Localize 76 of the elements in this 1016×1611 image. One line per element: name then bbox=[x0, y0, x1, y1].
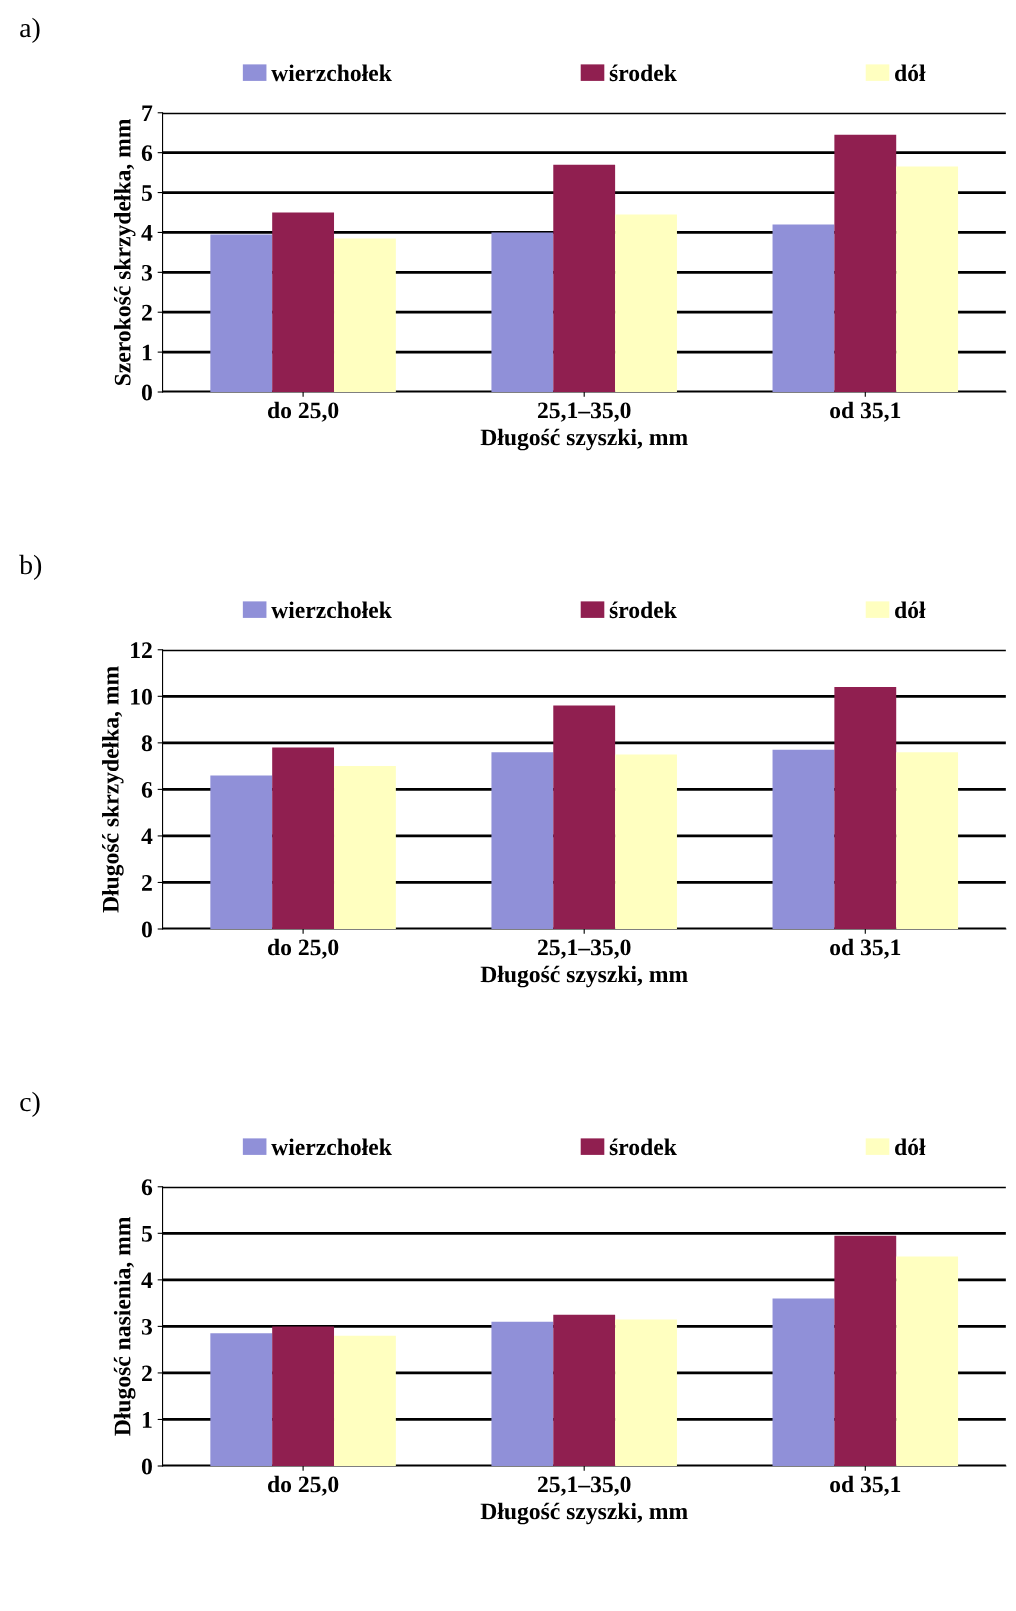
bar bbox=[491, 752, 554, 930]
legend-label: wierzchołek bbox=[271, 601, 392, 619]
y-tick-label: 1 bbox=[142, 344, 152, 361]
bar bbox=[553, 164, 616, 393]
legend-label: wierzchołek bbox=[271, 64, 392, 82]
x-tick-label: od 35,1 bbox=[830, 1475, 901, 1496]
x-tick-label: od 35,1 bbox=[830, 401, 901, 422]
y-tick-label: 6 bbox=[141, 1179, 153, 1196]
bar bbox=[553, 1314, 616, 1467]
y-tick-label: 4 bbox=[141, 828, 153, 845]
x-tick-label: 25,1–35,0 bbox=[537, 939, 631, 959]
bar bbox=[553, 705, 616, 930]
y-tick-label: 10 bbox=[131, 688, 152, 705]
y-tick-label: 5 bbox=[141, 185, 152, 201]
y-tick-label: 2 bbox=[142, 1365, 152, 1382]
x-tick-label: 25,1–35,0 bbox=[537, 402, 631, 422]
bar bbox=[772, 749, 835, 930]
y-tick-label: 5 bbox=[141, 1226, 152, 1242]
y-axis-title: Długość skrzydełka, mm bbox=[102, 666, 124, 913]
chart-title: a) bbox=[20, 17, 40, 43]
y-tick-label: 0 bbox=[141, 384, 152, 401]
y-tick-label: 0 bbox=[141, 921, 152, 938]
chart-title: c) bbox=[20, 1091, 40, 1117]
y-tick-label: 3 bbox=[141, 1318, 153, 1335]
legend-label: środek bbox=[609, 601, 677, 619]
y-tick-label: 3 bbox=[141, 264, 153, 281]
bar bbox=[272, 747, 335, 930]
x-tick-label: 25,1–35,0 bbox=[537, 1476, 631, 1496]
legend-label: dół bbox=[895, 1138, 926, 1156]
bar bbox=[272, 212, 335, 393]
bar bbox=[896, 1256, 959, 1467]
y-tick-label: 7 bbox=[142, 105, 153, 121]
bar bbox=[896, 166, 959, 393]
x-axis-title: Długość szyszki, mm bbox=[480, 1502, 688, 1525]
bar bbox=[772, 224, 835, 393]
y-tick-label: 1 bbox=[142, 1412, 152, 1428]
bar bbox=[210, 775, 273, 930]
x-tick-label: do 25,0 bbox=[267, 1475, 339, 1496]
x-axis-title: Długość szyszki, mm bbox=[480, 428, 688, 451]
x-tick-label: od 35,1 bbox=[830, 938, 901, 959]
bar bbox=[896, 752, 959, 930]
y-tick-label: 6 bbox=[141, 145, 153, 162]
bar bbox=[615, 1319, 677, 1467]
y-axis-title: Długość nasienia, mm bbox=[113, 1216, 136, 1436]
chart-title: b) bbox=[19, 554, 42, 580]
x-tick-label: do 25,0 bbox=[267, 938, 339, 959]
bar bbox=[834, 134, 897, 393]
bar bbox=[491, 1321, 554, 1467]
y-tick-label: 12 bbox=[131, 642, 152, 658]
x-tick-label: do 25,0 bbox=[267, 401, 339, 422]
bar bbox=[334, 1335, 396, 1467]
bar bbox=[615, 214, 677, 393]
y-tick-label: 0 bbox=[141, 1458, 152, 1475]
legend-label: dół bbox=[895, 601, 926, 619]
bar bbox=[272, 1326, 335, 1467]
x-axis-title: Długość szyszki, mm bbox=[480, 965, 688, 988]
y-tick-label: 4 bbox=[141, 225, 153, 241]
legend-label: dół bbox=[895, 64, 926, 82]
legend-label: wierzchołek bbox=[271, 1138, 392, 1156]
y-tick-label: 8 bbox=[141, 735, 153, 752]
bar bbox=[210, 234, 273, 393]
bar bbox=[834, 1235, 897, 1467]
y-axis-title: Szerokość skrzydełka, mm bbox=[113, 118, 136, 386]
bar bbox=[772, 1298, 835, 1467]
y-tick-label: 2 bbox=[142, 304, 152, 321]
bar bbox=[491, 232, 554, 393]
legend-label: środek bbox=[609, 64, 677, 82]
bar bbox=[834, 687, 897, 930]
bar bbox=[210, 1333, 273, 1467]
legend-label: środek bbox=[609, 1138, 677, 1156]
bar bbox=[334, 766, 396, 930]
bar bbox=[615, 754, 677, 930]
y-tick-label: 4 bbox=[141, 1272, 153, 1289]
bar bbox=[334, 238, 396, 393]
y-tick-label: 6 bbox=[141, 781, 153, 798]
y-tick-label: 2 bbox=[142, 875, 152, 891]
